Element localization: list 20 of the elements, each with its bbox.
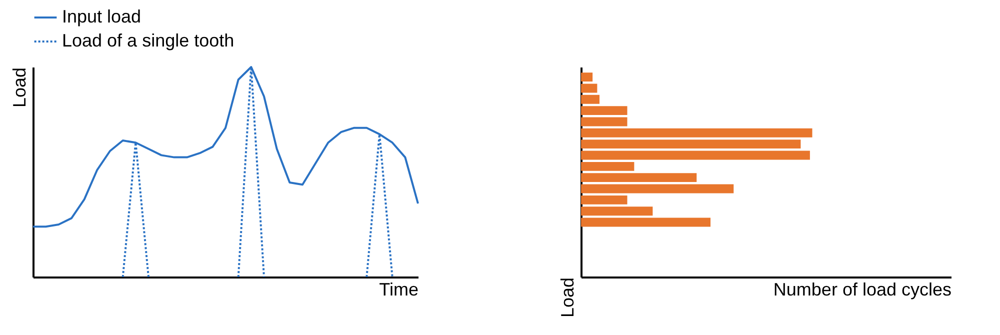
bar: [581, 94, 600, 104]
bar: [581, 162, 634, 171]
x-axis-title: Number of load cycles: [773, 280, 952, 300]
legend-label: Load of a single tooth: [62, 30, 234, 50]
bar: [581, 150, 810, 160]
bar: [581, 128, 812, 138]
y-axis-title: Load: [10, 68, 30, 108]
bar: [581, 117, 628, 126]
y-axis-title: Load: [558, 278, 578, 318]
bar: [581, 72, 593, 82]
bar: [581, 195, 628, 204]
bar: [581, 140, 801, 149]
bar: [581, 84, 598, 93]
bar: [581, 106, 628, 116]
bar: [581, 218, 710, 227]
bar: [581, 184, 734, 194]
x-axis-title: Time: [379, 280, 418, 300]
bar: [581, 173, 697, 182]
bar: [581, 206, 653, 216]
legend-label: Input load: [62, 6, 142, 26]
